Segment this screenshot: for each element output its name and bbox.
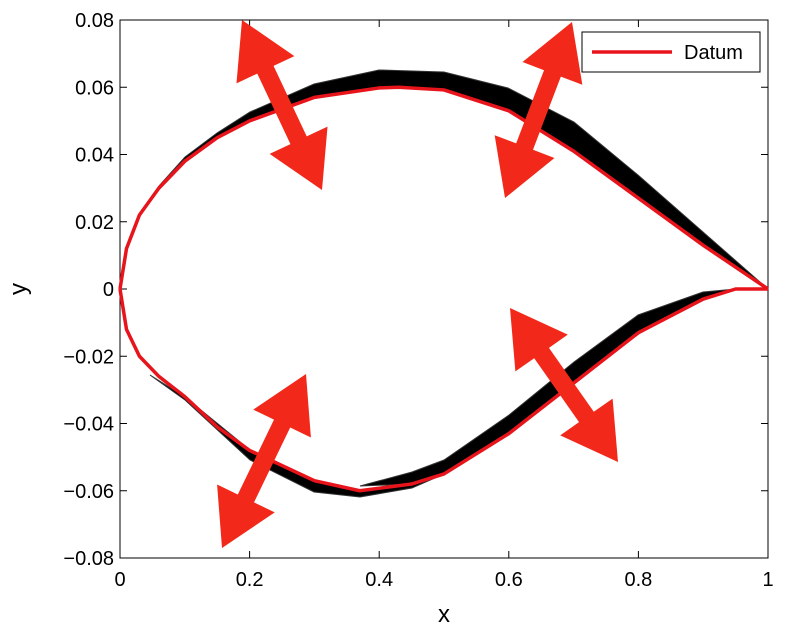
y-tick-label: 0.08 — [75, 10, 114, 32]
arrow — [236, 20, 328, 190]
x-axis-label: x — [438, 601, 450, 628]
arrow — [217, 374, 311, 548]
datum-line — [118, 85, 769, 291]
y-tick-label: −0.08 — [63, 548, 114, 570]
legend: Datum — [581, 31, 761, 73]
y-tick-label: −0.04 — [63, 414, 114, 436]
y-tick-label: 0.04 — [75, 145, 114, 167]
x-tick-label: 0.6 — [495, 569, 523, 591]
x-tick-label: 0.4 — [365, 569, 393, 591]
arrow — [494, 22, 583, 198]
y-axis-label: y — [5, 283, 32, 295]
lower-band-right — [359, 288, 737, 487]
y-tick-label: 0.06 — [75, 77, 114, 99]
arrow — [510, 308, 618, 462]
y-tick-label: 0 — [103, 279, 114, 301]
y-tick-label: 0.02 — [75, 212, 114, 234]
upper-band — [125, 69, 769, 290]
datum-line — [118, 287, 768, 493]
x-tick-label: 0.2 — [236, 569, 264, 591]
legend-label: Datum — [684, 42, 743, 64]
x-tick-label: 1 — [762, 569, 773, 591]
x-tick-label: 0 — [114, 569, 125, 591]
x-tick-label: 0.8 — [624, 569, 652, 591]
y-tick-label: −0.02 — [63, 346, 114, 368]
plot-frame — [119, 19, 769, 559]
y-tick-label: −0.06 — [63, 481, 114, 503]
